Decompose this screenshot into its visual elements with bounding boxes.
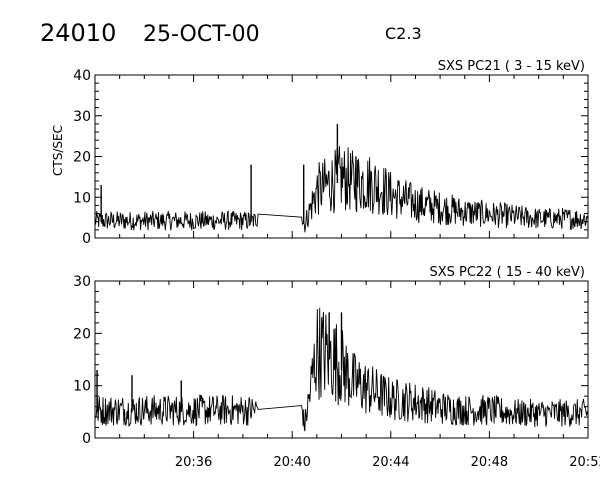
y-tick-label: 30 (73, 109, 91, 125)
event-date: 25-OCT-00 (143, 22, 260, 47)
y-tick-label: 10 (73, 190, 91, 206)
y-tick-label: 20 (73, 150, 91, 166)
x-tick-label: 20:52 (569, 455, 600, 470)
x-tick-label: 20:48 (471, 455, 508, 470)
y-tick-label: 0 (82, 231, 91, 247)
y-tick-label: 10 (73, 379, 91, 395)
chart-panel-pc21: SXS PC21 ( 3 - 15 keV) CTS/SEC 0 10 20 30 40 (51, 59, 589, 247)
y-tick-label: 30 (73, 274, 91, 290)
chart-panel-pc22: SXS PC22 ( 15 - 40 keV) 0 10 20 30 20:36 20:40… (73, 265, 600, 470)
count-rate-trace (94, 307, 589, 432)
x-tick-label: 20:40 (273, 455, 310, 470)
y-tick-label: 0 (82, 431, 91, 447)
x-tick-label: 20:44 (372, 455, 409, 470)
count-rate-trace (94, 146, 589, 233)
panel-title: SXS PC21 ( 3 - 15 keV) (438, 59, 585, 74)
panel-title: SXS PC22 ( 15 - 40 keV) (429, 265, 585, 280)
y-tick-label: 40 (73, 68, 91, 84)
event-id: 24010 (40, 19, 116, 47)
y-axis-label: CTS/SEC (51, 125, 65, 176)
x-tick-label: 20:36 (175, 455, 212, 470)
goes-class: C2.3 (385, 24, 422, 43)
y-tick-label: 20 (73, 326, 91, 342)
